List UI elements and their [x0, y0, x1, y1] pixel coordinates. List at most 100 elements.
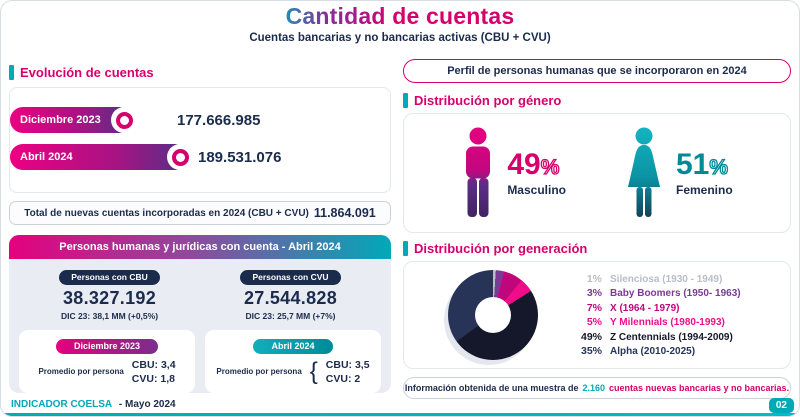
page-subtitle: Cuentas bancarias y no bancarias activas…	[249, 32, 551, 44]
footer-date: - Mayo 2024	[118, 399, 176, 410]
evolution-chart: Diciembre 2023 177.666.985 Abril 2024 18…	[9, 87, 391, 193]
generation-legend: 1% Silenciosa (1930 - 1949) 3% Baby Boom…	[574, 273, 741, 358]
legend-label: Y Milennials (1980-1993)	[610, 317, 725, 329]
cvu-note: DIC 23: 25,7 MM (+7%)	[245, 311, 336, 321]
gender-item-male: 49% Masculino	[461, 127, 566, 219]
legend-pct: 5%	[586, 316, 602, 329]
accounts-card-header: Personas humanas y jurídicas con cuenta …	[9, 235, 391, 259]
legend-pct: 35%	[580, 345, 602, 358]
legend-row: 5% Y Milennials (1980-1993)	[574, 316, 741, 328]
average-label: Promedio por persona	[38, 367, 124, 377]
brace-icon: {	[309, 358, 318, 386]
male-icon	[466, 127, 491, 217]
section-accent-icon	[403, 93, 408, 108]
male-stats: 49% Masculino	[507, 147, 566, 197]
male-percentage: 49%	[507, 147, 566, 181]
generation-donut	[448, 270, 538, 360]
average-badge-dic2023: Diciembre 2023	[55, 338, 159, 354]
average-cbu: CBU: 3,5	[325, 359, 370, 371]
male-percentage-value: 49	[507, 147, 541, 181]
legend-pct: 49%	[580, 330, 602, 343]
average-values: CBU: 3,4 CVU: 1,8	[132, 358, 176, 386]
cvu-column: Personas con CVU 27.544.828 DIC 23: 25,7…	[200, 267, 381, 321]
accounts-card: Personas humanas y jurídicas con cuenta …	[9, 235, 391, 393]
cbu-note: DIC 23: 38,1 MM (+0,5%)	[60, 311, 159, 321]
cbu-badge: Personas con CBU	[59, 269, 160, 285]
legend-row: 7% X (1964 - 1979)	[574, 302, 741, 314]
bar-value: 189.531.076	[198, 148, 282, 166]
accounts-card-body: Personas con CBU 38.327.192 DIC 23: 38,1…	[9, 259, 391, 393]
section-title-generacion: Distribución por generación	[414, 241, 588, 256]
bar-endcap-inner	[115, 111, 133, 129]
evolution-bar-abr2024: Abril 2024	[10, 144, 193, 170]
cbu-value: 38.327.192	[62, 288, 157, 308]
generation-box: 1% Silenciosa (1930 - 1949) 3% Baby Boom…	[403, 261, 791, 369]
section-title-genero: Distribución por género	[414, 93, 562, 108]
bar-label: Diciembre 2023	[20, 114, 101, 126]
average-card-abr2024: Abril 2024 Promedio por persona { CBU: 3…	[205, 330, 381, 393]
section-title-evolucion: Evolución de cuentas	[20, 65, 154, 80]
legend-label: Baby Boomers (1950- 1963)	[610, 288, 741, 300]
sample-note: Información obtenida de una muestra de 2…	[403, 377, 791, 399]
legend-row: 49% Z Centennials (1994-2009)	[574, 331, 741, 343]
legend-label: Silenciosa (1930 - 1949)	[610, 273, 723, 285]
total-note-value: 11.864.091	[313, 206, 376, 220]
accounts-card-columns: Personas con CBU 38.327.192 DIC 23: 38,1…	[19, 267, 381, 321]
average-card-dic2023: Diciembre 2023 Promedio por persona CBU:…	[19, 330, 195, 393]
footer: INDICADOR COELSA - Mayo 2024	[11, 399, 176, 410]
cbu-column: Personas con CBU 38.327.192 DIC 23: 38,1…	[19, 267, 200, 321]
legend-row: 1% Silenciosa (1930 - 1949)	[574, 273, 741, 285]
evolution-bar-row-dic2023: Diciembre 2023 177.666.985	[10, 105, 390, 135]
section-header-genero: Distribución por género	[403, 93, 561, 108]
total-note-text: Total de nuevas cuentas incorporadas en …	[24, 207, 309, 219]
legend-label: Alpha (2010-2025)	[610, 346, 696, 358]
section-accent-icon	[403, 241, 408, 256]
female-percentage: 51%	[676, 147, 733, 181]
section-accent-icon	[9, 65, 14, 80]
bar-label: Abril 2024	[20, 151, 73, 163]
bar-endcap-icon	[167, 144, 193, 170]
average-cvu: CVU: 2	[325, 373, 361, 386]
female-icon	[628, 127, 660, 217]
bar-endcap-icon	[111, 107, 137, 133]
female-stats: 51% Femenino	[676, 147, 733, 197]
evolution-bar-row-abr2024: Abril 2024 189.531.076	[10, 142, 390, 172]
legend-row: 3% Baby Boomers (1950- 1963)	[574, 287, 741, 299]
bar-endcap-inner	[171, 148, 189, 166]
sample-note-prefix: Información obtenida de una muestra de	[404, 383, 579, 393]
female-percentage-value: 51	[676, 147, 710, 181]
percent-sign: %	[709, 155, 729, 179]
average-badge-abr2024: Abril 2024	[253, 338, 333, 354]
page-number-badge: 02	[768, 398, 794, 413]
average-cvu: CVU: 1,8	[131, 373, 175, 386]
profile-banner: Perfil de personas humanas que se incorp…	[403, 59, 791, 83]
sample-note-highlight: 2.160	[582, 383, 605, 393]
legend-label: X (1964 - 1979)	[610, 302, 680, 314]
page-title: Cantidad de cuentas	[1, 3, 799, 30]
evolution-bar-dic2023: Diciembre 2023	[10, 107, 137, 133]
average-label: Promedio por persona	[216, 367, 302, 377]
donut-hole	[475, 297, 511, 333]
averages-row: Diciembre 2023 Promedio por persona CBU:…	[19, 330, 381, 393]
footer-brand: INDICADOR COELSA	[11, 399, 113, 410]
sample-note-suffix: cuentas nuevas bancarias y no bancarias.	[608, 383, 790, 393]
percent-sign: %	[540, 155, 560, 179]
legend-row: 35% Alpha (2010-2025)	[574, 345, 741, 357]
gender-box: 49% Masculino	[403, 113, 791, 233]
total-new-accounts-note: Total de nuevas cuentas incorporadas en …	[9, 201, 391, 225]
section-header-generacion: Distribución por generación	[403, 241, 587, 256]
bar-value: 177.666.985	[177, 111, 261, 129]
legend-pct: 3%	[586, 287, 602, 300]
legend-pct: 7%	[586, 301, 602, 314]
section-header-evolucion: Evolución de cuentas	[9, 65, 154, 80]
male-label: Masculino	[507, 182, 566, 197]
cvu-badge: Personas con CVU	[240, 269, 341, 285]
bottom-accent-line	[1, 413, 799, 416]
cvu-value: 27.544.828	[243, 288, 338, 308]
female-label: Femenino	[676, 182, 733, 197]
average-content: Promedio por persona CBU: 3,4 CVU: 1,8	[27, 358, 187, 386]
average-content: Promedio por persona { CBU: 3,5 CVU: 2	[213, 358, 373, 386]
legend-pct: 1%	[586, 272, 602, 285]
legend-label: Z Centennials (1994-2009)	[610, 331, 733, 343]
